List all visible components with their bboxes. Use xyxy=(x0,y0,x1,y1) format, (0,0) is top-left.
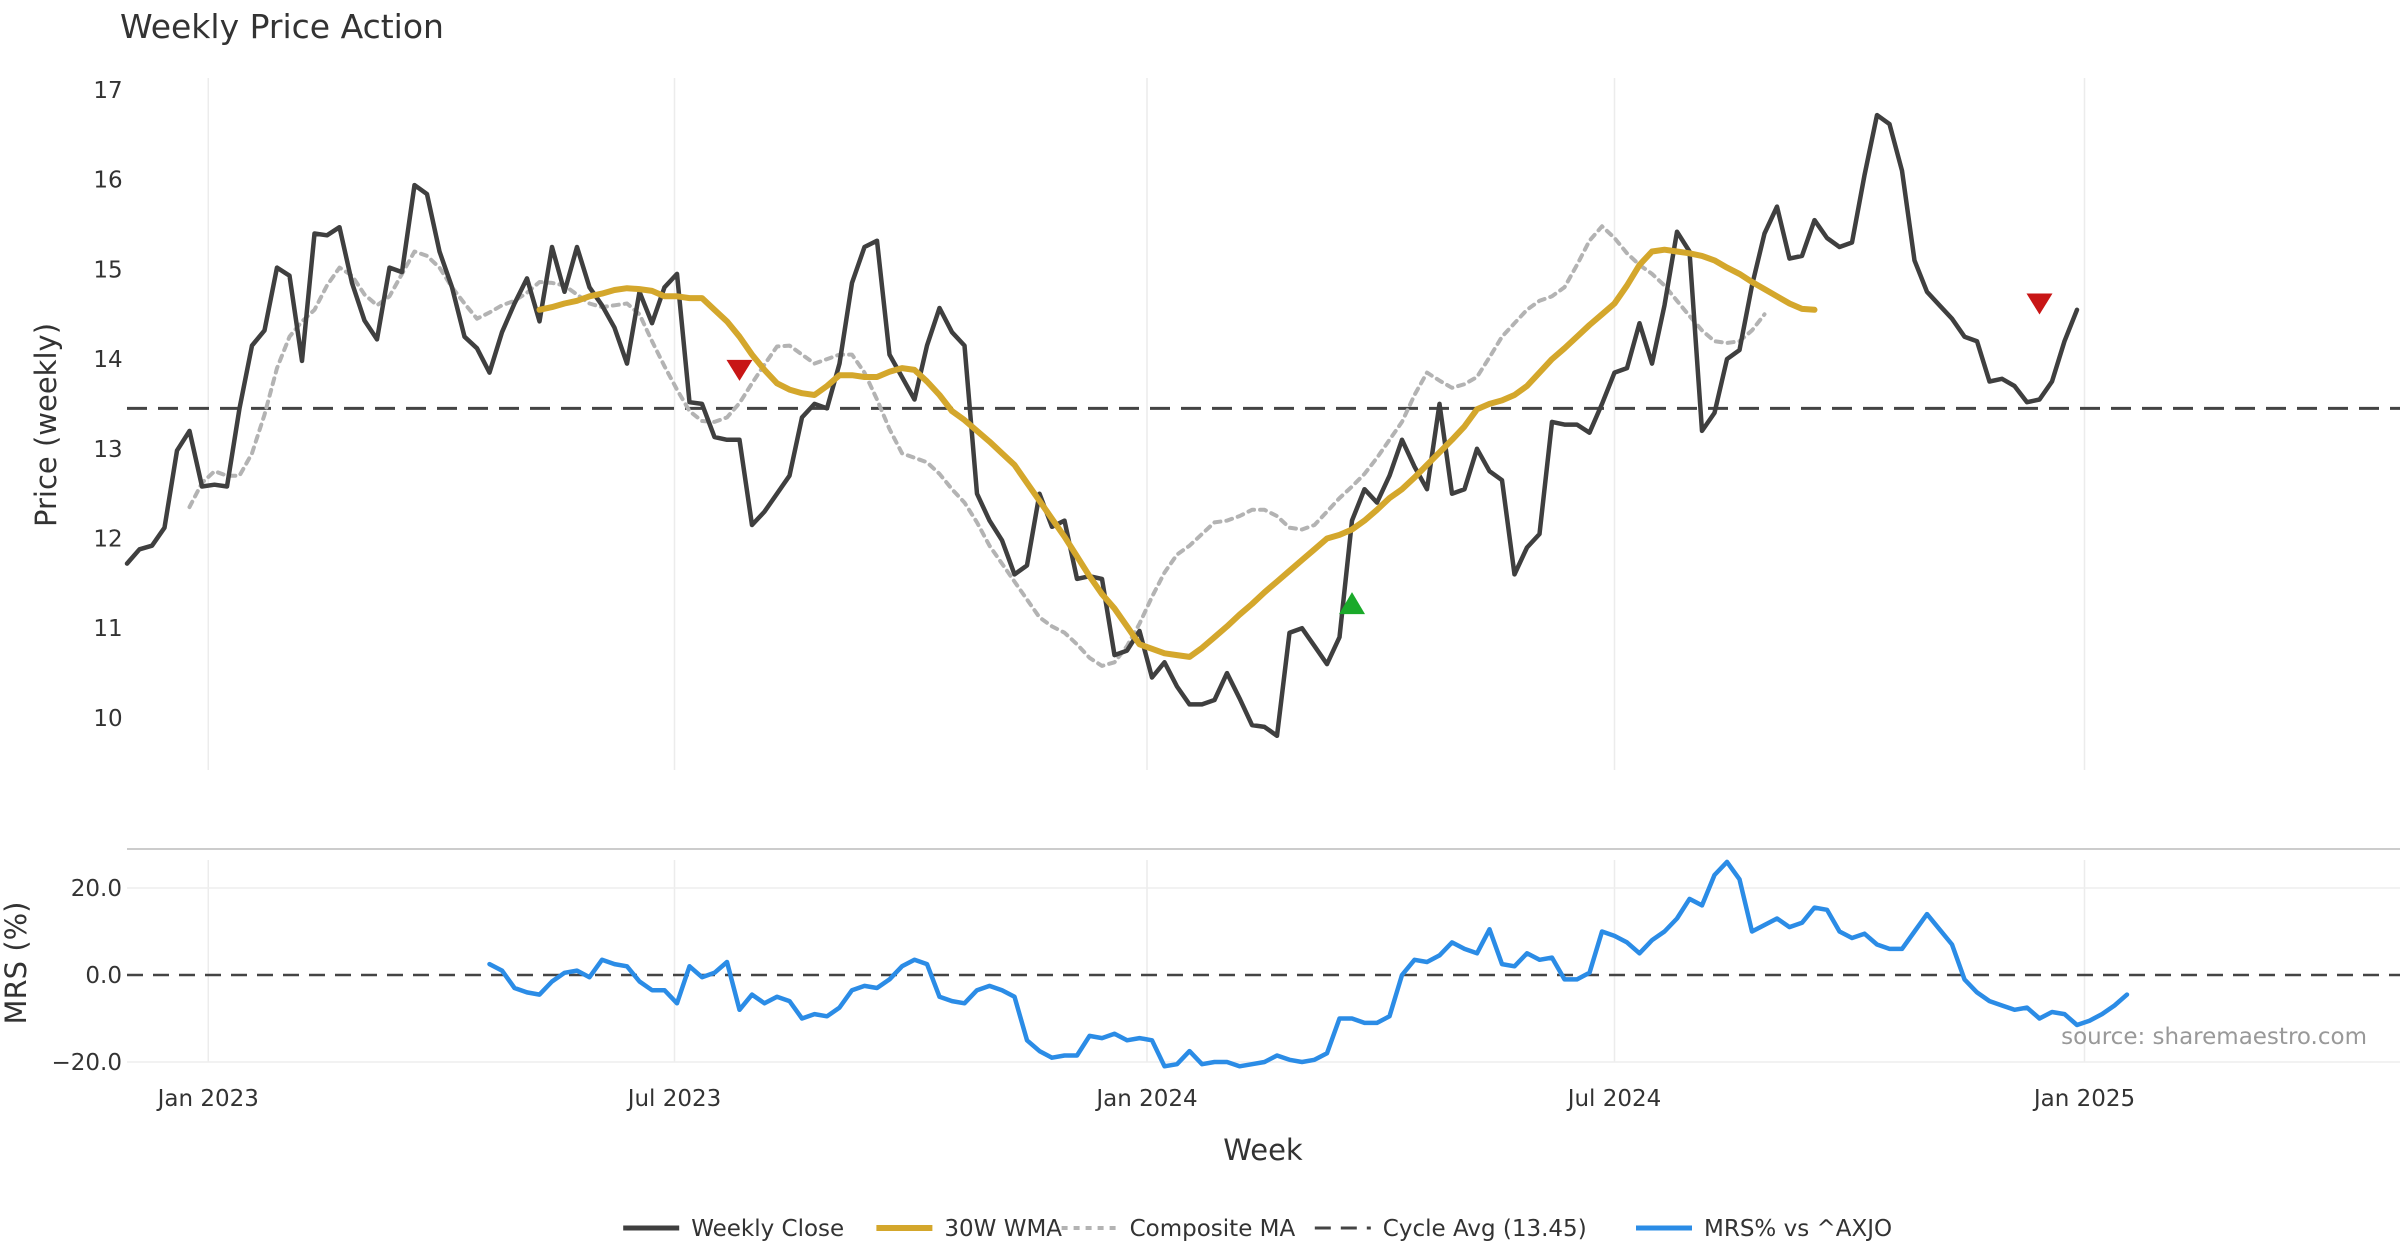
buy-signal-marker xyxy=(1339,592,1365,615)
chart-title: Weekly Price Action xyxy=(120,7,444,46)
legend-label: Cycle Avg (13.45) xyxy=(1383,1216,1587,1242)
price-y-axis-label: Price (weekly) xyxy=(29,323,63,527)
legend-item: Weekly Close xyxy=(623,1216,844,1242)
legend-item: MRS% vs ^AXJO xyxy=(1636,1216,1892,1242)
sell-signal-marker xyxy=(2026,293,2053,315)
marker-layer xyxy=(726,293,2053,615)
price-y-tick-label: 13 xyxy=(93,437,122,463)
x-tick-label: Jul 2024 xyxy=(1566,1086,1662,1112)
x-tick-label: Jan 2024 xyxy=(1094,1086,1197,1112)
mrs-y-tick-label: 20.0 xyxy=(71,876,122,902)
source-note: source: sharemaestro.com xyxy=(2061,1024,2367,1050)
series-composite-ma-line xyxy=(187,224,1767,668)
legend-item: Composite MA xyxy=(1061,1216,1296,1242)
grid-layer xyxy=(127,78,2400,1063)
price-y-tick-label: 16 xyxy=(93,168,122,194)
series-mrs-vs-axjo-line xyxy=(487,859,2130,1069)
legend-label: Composite MA xyxy=(1130,1216,1296,1242)
axis-layer: Jan 2023 Jul 2023 Jan 2024 Jul 2024 Jan 2025… xyxy=(52,78,2136,1112)
mrs-y-axis-label: MRS (%) xyxy=(0,902,33,1025)
x-axis-label: Week xyxy=(1223,1133,1303,1167)
price-y-tick-label: 11 xyxy=(93,616,122,642)
series-layer xyxy=(124,112,2400,1069)
price-y-tick-label: 15 xyxy=(93,257,122,283)
price-y-tick-label: 17 xyxy=(93,78,122,104)
x-tick-label: Jul 2023 xyxy=(626,1086,722,1112)
legend: Weekly Close 30W WMA Composite MA Cycle Avg… xyxy=(623,1216,1892,1242)
x-tick-label: Jan 2023 xyxy=(156,1086,259,1112)
price-y-tick-label: 12 xyxy=(93,527,122,553)
legend-label: Weekly Close xyxy=(691,1216,844,1242)
mrs-y-tick-label: 0.0 xyxy=(85,963,122,989)
sell-signal-marker xyxy=(726,359,753,381)
mrs-y-tick-label: −20.0 xyxy=(52,1050,122,1076)
price-y-tick-label: 14 xyxy=(93,347,122,373)
legend-label: MRS% vs ^AXJO xyxy=(1704,1216,1892,1242)
legend-item: 30W WMA xyxy=(876,1216,1062,1242)
legend-item: Cycle Avg (13.45) xyxy=(1314,1216,1587,1242)
x-tick-label: Jan 2025 xyxy=(2032,1086,2135,1112)
price-y-tick-label: 10 xyxy=(93,706,122,732)
series-weekly-close-line xyxy=(124,112,2080,739)
series-30w-wma-line xyxy=(536,246,1818,660)
legend-label: 30W WMA xyxy=(944,1216,1062,1242)
